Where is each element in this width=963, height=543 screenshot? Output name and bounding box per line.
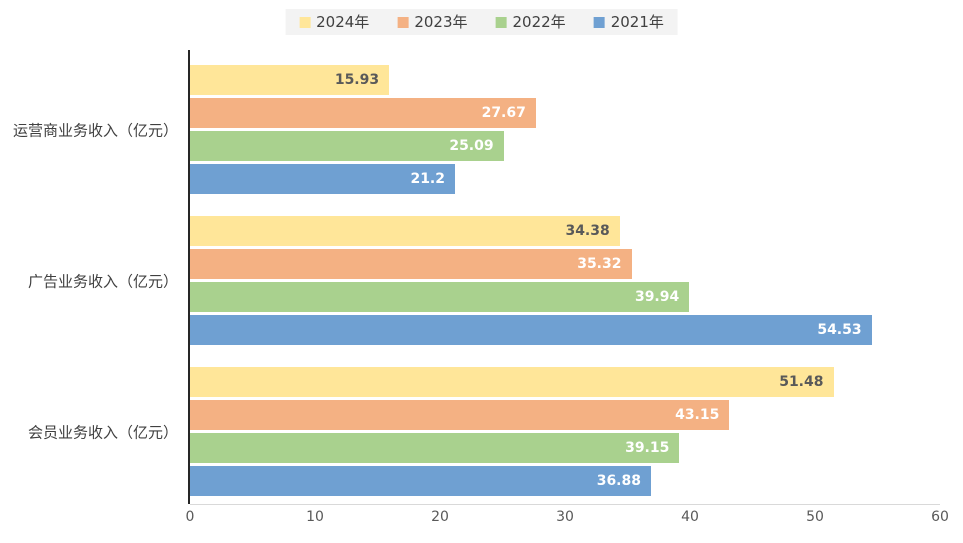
bar-row: 35.32 <box>190 249 940 279</box>
category-group: 广告业务收入（亿元） 34.38 35.32 39.94 54.53 <box>28 216 940 345</box>
legend-swatch-icon <box>495 16 507 28</box>
bar-row: 21.2 <box>190 164 940 194</box>
legend-item: 2022年 <box>495 12 566 31</box>
bar-row: 51.48 <box>190 367 940 397</box>
bar-value-label: 43.15 <box>675 407 720 423</box>
bar: 39.94 <box>190 282 690 312</box>
legend-label: 2023年 <box>414 12 468 31</box>
bar-value-label: 39.94 <box>634 289 680 305</box>
legend-swatch-icon <box>299 16 311 28</box>
x-axis-tick-label: 30 <box>556 509 574 525</box>
bar-row: 39.94 <box>190 282 940 312</box>
bar: 15.93 <box>190 65 390 95</box>
category-group: 会员业务收入（亿元） 51.48 43.15 39.15 36.88 <box>28 367 940 496</box>
bar: 34.38 <box>190 216 620 246</box>
bar-value-label: 36.88 <box>596 473 641 489</box>
bar-value-label: 54.53 <box>817 322 862 338</box>
bar: 51.48 <box>190 367 834 397</box>
x-axis-tick-label: 0 <box>185 509 195 525</box>
x-axis-tick-label: 50 <box>806 509 824 525</box>
legend-swatch-icon <box>593 16 605 28</box>
y-axis-line <box>188 50 190 504</box>
bar-value-label: 27.67 <box>481 105 526 121</box>
bar-value-label: 25.09 <box>449 138 494 154</box>
legend-item: 2021年 <box>593 12 664 31</box>
bar-value-label: 51.48 <box>779 374 824 390</box>
bar-row: 15.93 <box>190 65 940 95</box>
legend-label: 2021年 <box>610 12 664 31</box>
bar-row: 43.15 <box>190 400 940 430</box>
bar-row: 39.15 <box>190 433 940 463</box>
legend-label: 2022年 <box>512 12 566 31</box>
bar: 36.88 <box>190 466 651 496</box>
x-axis-tick-labels: 0 10 20 30 40 50 60 <box>186 509 949 529</box>
bar: 39.15 <box>190 433 680 463</box>
bar-value-label: 15.93 <box>334 72 380 88</box>
x-axis-tick-label: 60 <box>931 509 949 525</box>
bar: 54.53 <box>190 315 872 345</box>
bar-row: 34.38 <box>190 216 940 246</box>
category-label: 会员业务收入（亿元） <box>27 423 178 441</box>
bar: 43.15 <box>190 400 730 430</box>
bar-value-label: 39.15 <box>625 440 670 456</box>
bar: 27.67 <box>190 98 536 128</box>
legend-swatch-icon <box>397 16 409 28</box>
x-axis-line <box>190 504 940 505</box>
bar-row: 54.53 <box>190 315 940 345</box>
category-label: 运营商业务收入（亿元） <box>12 121 178 139</box>
x-axis-tick-label: 20 <box>431 509 449 525</box>
bar: 21.2 <box>190 164 455 194</box>
bar-value-label: 21.2 <box>410 171 445 187</box>
bar-row: 36.88 <box>190 466 940 496</box>
legend-label: 2024年 <box>316 12 370 31</box>
bar-value-label: 34.38 <box>565 223 610 239</box>
bar-groups: 运营商业务收入（亿元） 15.93 27.67 25.09 21.2 广告业务收入（亿元）… <box>13 50 940 504</box>
bar: 35.32 <box>190 249 632 279</box>
category-label: 广告业务收入（亿元） <box>27 272 178 290</box>
x-axis-tick-label: 10 <box>306 509 324 525</box>
x-axis-tick-label: 40 <box>681 509 699 525</box>
legend-item: 2024年 <box>299 12 370 31</box>
legend-item: 2023年 <box>397 12 468 31</box>
bar-value-label: 35.32 <box>577 256 622 272</box>
category-group: 运营商业务收入（亿元） 15.93 27.67 25.09 21.2 <box>13 65 940 194</box>
legend: 2024年 2023年 2022年 2021年 <box>285 9 678 35</box>
plot-area: 运营商业务收入（亿元） 15.93 27.67 25.09 21.2 广告业务收入（亿元）… <box>13 50 940 505</box>
bar: 25.09 <box>190 131 504 161</box>
bar-row: 27.67 <box>190 98 940 128</box>
bar-row: 25.09 <box>190 131 940 161</box>
